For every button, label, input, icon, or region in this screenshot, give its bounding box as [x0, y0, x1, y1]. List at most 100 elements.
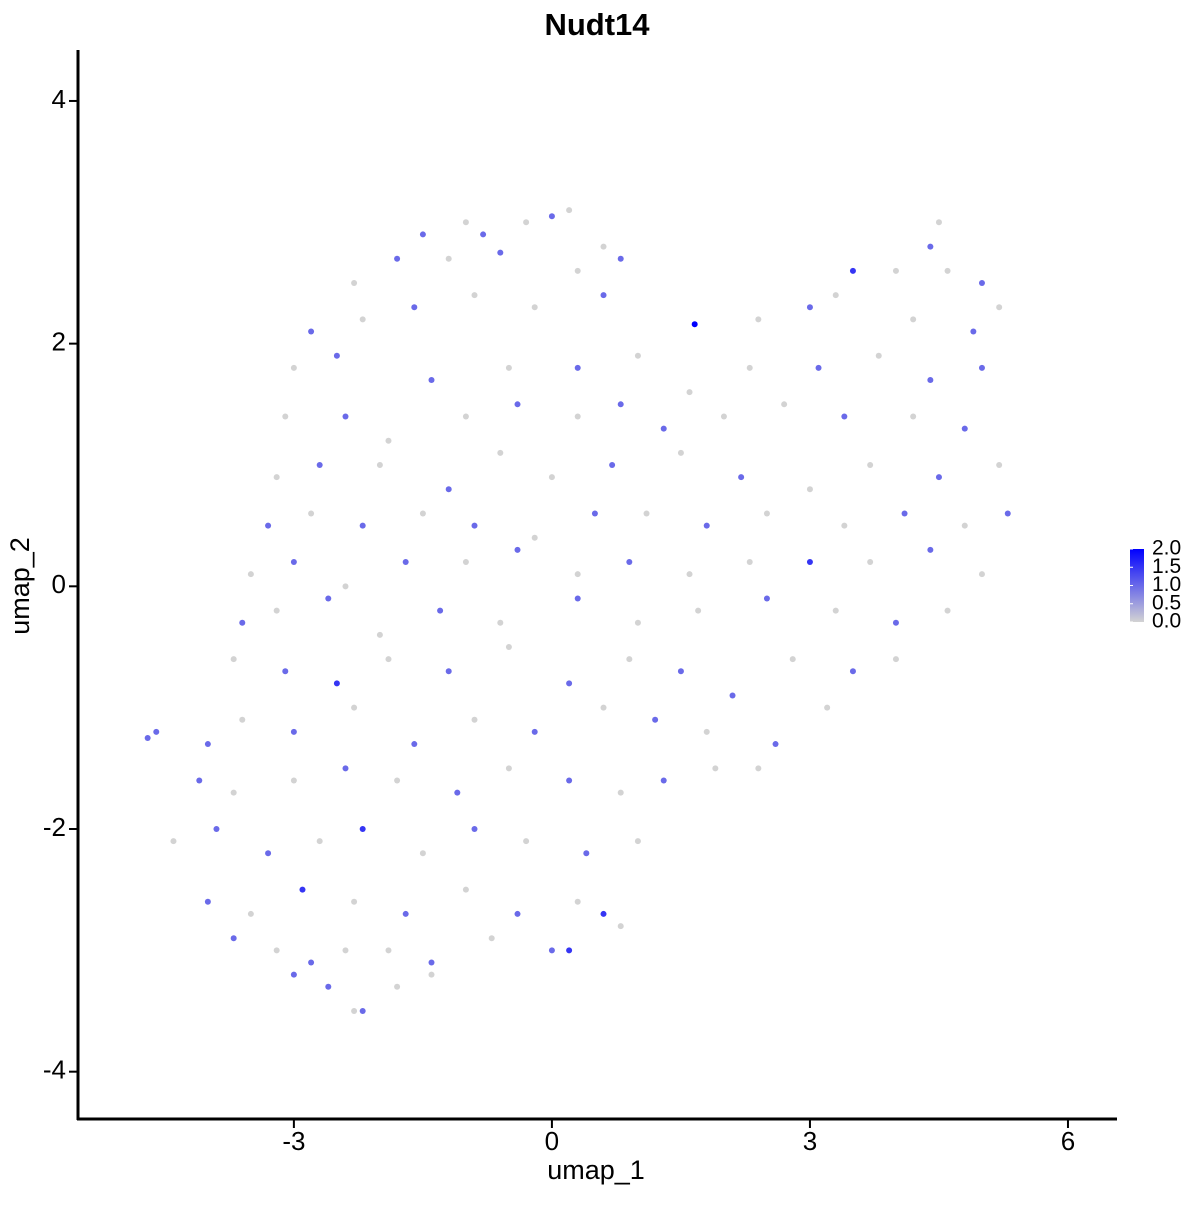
point — [892, 656, 899, 663]
point — [660, 777, 667, 784]
colorbar-tick-label: 2.0 — [1152, 537, 1181, 560]
point — [583, 850, 590, 857]
point — [574, 364, 581, 371]
point — [290, 971, 297, 978]
point — [643, 510, 650, 517]
point — [970, 328, 977, 335]
point — [351, 279, 358, 286]
point — [514, 401, 521, 408]
x-tick-label: 6 — [1061, 1126, 1075, 1156]
point — [325, 983, 332, 990]
y-axis-label: umap_2 — [5, 537, 35, 635]
point — [342, 583, 349, 590]
point — [566, 680, 573, 687]
point — [978, 364, 985, 371]
point — [445, 486, 452, 493]
point — [359, 522, 366, 529]
colorbar-tick-label: 0.0 — [1152, 610, 1181, 633]
point — [763, 510, 770, 517]
point — [299, 886, 306, 893]
colorbar-tick-label: 1.5 — [1152, 555, 1181, 578]
point — [695, 607, 702, 614]
point — [978, 279, 985, 286]
point — [531, 534, 538, 541]
point — [849, 668, 856, 675]
point — [325, 595, 332, 602]
point — [497, 619, 504, 626]
point — [548, 213, 555, 220]
point — [342, 413, 349, 420]
point — [961, 522, 968, 529]
point — [351, 704, 358, 711]
point — [471, 716, 478, 723]
y-tick-label: 2 — [52, 327, 66, 357]
point — [385, 437, 392, 444]
point — [634, 619, 641, 626]
point — [978, 571, 985, 578]
point — [574, 413, 581, 420]
point — [600, 292, 607, 299]
colorbar-tick-label: 0.5 — [1152, 591, 1181, 614]
point — [497, 449, 504, 456]
point — [153, 728, 160, 735]
point — [265, 522, 272, 529]
point — [273, 474, 280, 481]
point — [910, 316, 917, 323]
point — [574, 267, 581, 274]
point — [428, 971, 435, 978]
x-axis-label: umap_1 — [547, 1155, 645, 1185]
point — [677, 449, 684, 456]
point — [419, 850, 426, 857]
point — [196, 777, 203, 784]
point — [703, 522, 710, 529]
point — [394, 983, 401, 990]
point — [428, 377, 435, 384]
point — [282, 668, 289, 675]
y-tick-label: 4 — [52, 84, 66, 114]
point — [204, 741, 211, 748]
point — [867, 559, 874, 566]
point — [333, 352, 340, 359]
point — [944, 607, 951, 614]
point — [230, 656, 237, 663]
point — [385, 947, 392, 954]
point — [445, 255, 452, 262]
y-tick-label: 0 — [52, 569, 66, 599]
point — [875, 352, 882, 359]
point — [746, 364, 753, 371]
point — [634, 838, 641, 845]
point — [394, 255, 401, 262]
point — [729, 692, 736, 699]
point — [359, 825, 366, 832]
point — [523, 838, 530, 845]
point — [247, 571, 254, 578]
point — [841, 522, 848, 529]
point — [471, 292, 478, 299]
point — [832, 607, 839, 614]
point — [505, 364, 512, 371]
point — [402, 910, 409, 917]
point — [892, 267, 899, 274]
point — [652, 716, 659, 723]
point — [316, 461, 323, 468]
point — [282, 413, 289, 420]
point — [755, 765, 762, 772]
point — [144, 734, 151, 741]
point — [927, 546, 934, 553]
point — [566, 947, 573, 954]
x-tick-label: 0 — [545, 1126, 559, 1156]
point — [806, 304, 813, 311]
point — [411, 304, 418, 311]
point — [574, 595, 581, 602]
point — [462, 413, 469, 420]
point — [712, 765, 719, 772]
point — [462, 886, 469, 893]
point — [376, 461, 383, 468]
point — [901, 510, 908, 517]
point — [316, 838, 323, 845]
point — [428, 959, 435, 966]
point — [265, 850, 272, 857]
point — [892, 619, 899, 626]
point — [626, 559, 633, 566]
